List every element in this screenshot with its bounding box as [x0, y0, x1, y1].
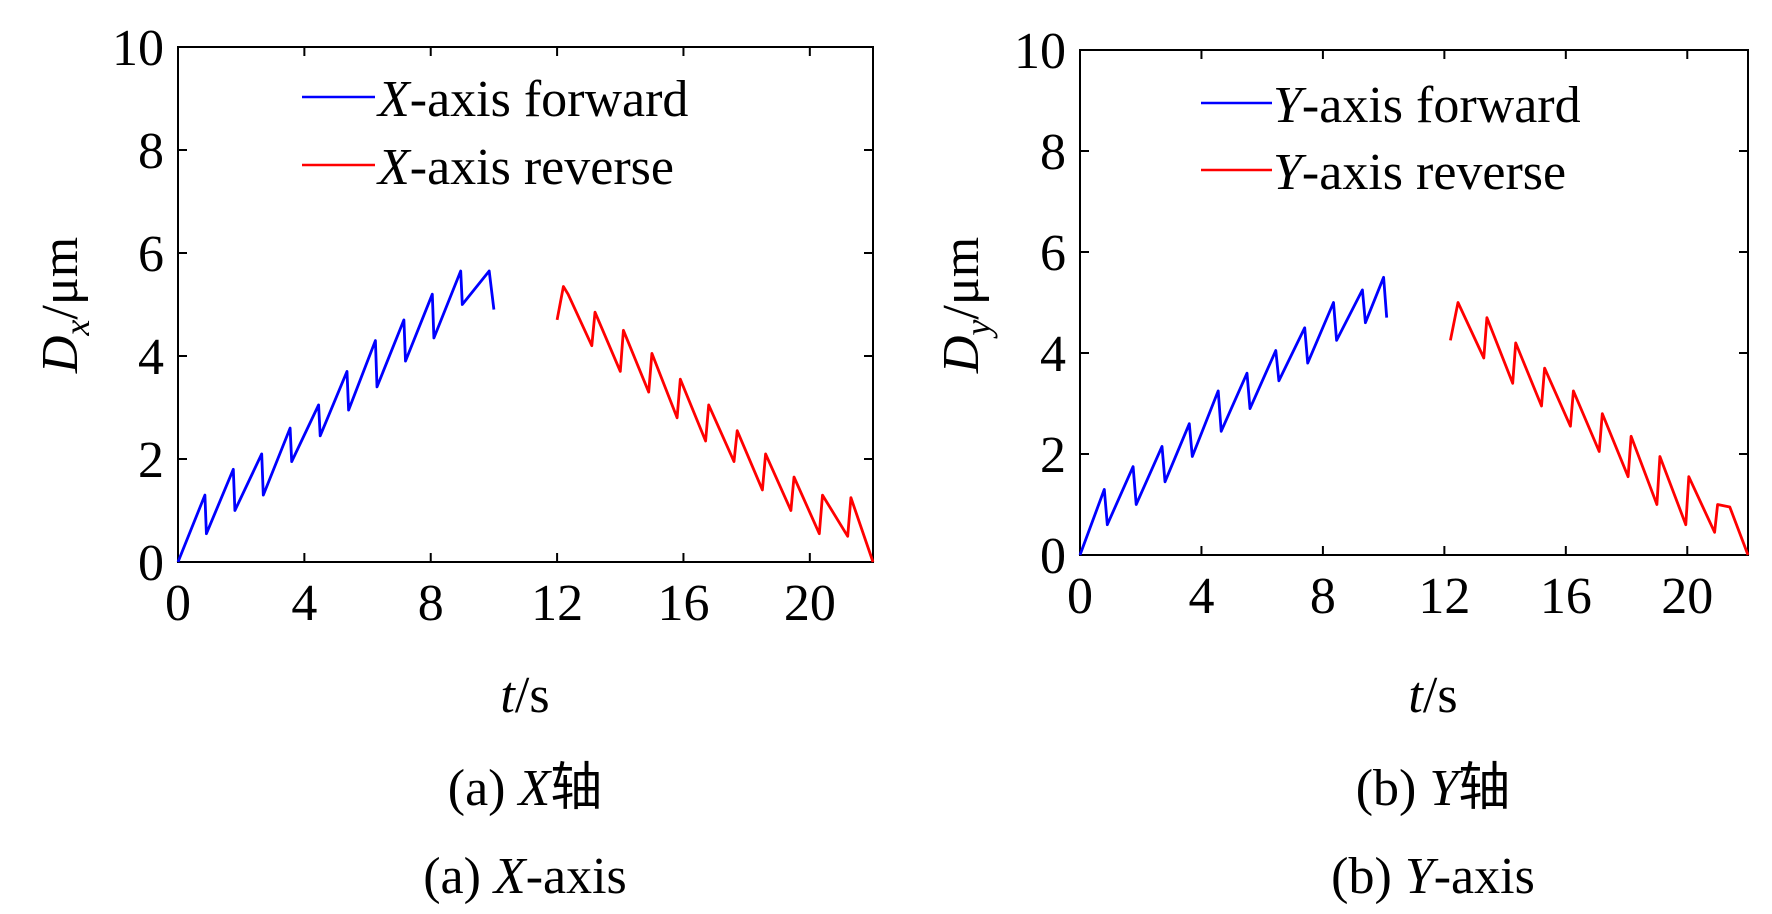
y-tick-labels: 0 2 4 6 8 10 — [1014, 23, 1066, 585]
data-lines — [1078, 275, 1750, 556]
y-tick-label: 4 — [138, 329, 164, 386]
x-tick-label: 4 — [291, 575, 317, 632]
y-tick-label: 8 — [1040, 124, 1066, 181]
plot-frame — [1079, 49, 1749, 556]
y-label-unit: /μm — [933, 237, 990, 320]
x-label-unit: /s — [1423, 667, 1458, 724]
x-tick-labels: 0 4 8 12 16 20 — [1067, 568, 1713, 625]
caption-en: (b) Y-axis — [1331, 848, 1535, 905]
x-tick-label: 0 — [165, 575, 191, 632]
y-tick-label: 10 — [112, 20, 164, 77]
caption-cn: (a) X轴 — [448, 760, 603, 817]
x-tick-label: 4 — [1188, 568, 1214, 625]
x-tick-label: 16 — [1540, 568, 1592, 625]
legend: Y-axis forward Y-axis reverse — [1201, 77, 1581, 201]
x-tick-label: 12 — [1418, 568, 1470, 625]
x-tick-label: 20 — [1661, 568, 1713, 625]
chart-panel-x-axis: 0 2 4 6 8 10 0 4 8 12 16 20 Dx/μm t/s X-axis forwa… — [32, 20, 875, 905]
series-line-forward — [1078, 275, 1389, 556]
y-tick-label: 6 — [138, 226, 164, 283]
legend: X-axis forward X-axis reverse — [302, 71, 688, 196]
y-label-unit: /μm — [32, 237, 89, 320]
x-axis-label: t/s — [1408, 667, 1457, 724]
y-tick-label: 8 — [138, 123, 164, 180]
y-label-sub: x — [57, 320, 97, 337]
y-tick-label: 10 — [1014, 23, 1066, 80]
y-label-sub: y — [958, 320, 998, 339]
x-tick-label: 0 — [1067, 568, 1093, 625]
x-axis-label: t/s — [500, 667, 549, 724]
x-tick-label: 8 — [1310, 568, 1336, 625]
x-tick-label: 20 — [784, 575, 836, 632]
legend-label-forward: Y-axis forward — [1273, 77, 1581, 134]
y-axis-label: Dy/μm — [933, 237, 998, 374]
y-tick-label: 0 — [138, 535, 164, 592]
tick-marks — [1079, 49, 1748, 556]
caption-cn: (b) Y轴 — [1356, 760, 1511, 817]
y-tick-label: 6 — [1040, 225, 1066, 282]
legend-label-reverse: X-axis reverse — [376, 139, 674, 196]
y-label-main: D — [933, 336, 990, 375]
x-label-main: t — [1408, 667, 1424, 724]
y-tick-label: 2 — [138, 432, 164, 489]
y-tick-label: 2 — [1040, 427, 1066, 484]
data-lines — [176, 269, 875, 563]
chart-panel-y-axis: 0 2 4 6 8 10 0 4 8 12 16 20 Dy/μm t/s Y-axis forwa… — [933, 23, 1750, 905]
y-tick-label: 0 — [1040, 528, 1066, 585]
legend-label-forward: X-axis forward — [376, 71, 688, 128]
series-line-forward — [176, 269, 496, 563]
y-label-main: D — [32, 336, 89, 375]
x-tick-label: 12 — [531, 575, 583, 632]
series-line-reverse — [1449, 301, 1750, 556]
x-tick-labels: 0 4 8 12 16 20 — [165, 575, 836, 632]
x-tick-label: 16 — [657, 575, 709, 632]
y-tick-label: 4 — [1040, 326, 1066, 383]
y-axis-label: Dx/μm — [32, 237, 97, 374]
x-label-unit: /s — [515, 667, 550, 724]
x-label-main: t — [500, 667, 516, 724]
series-line-reverse — [555, 285, 875, 563]
caption-en: (a) X-axis — [423, 848, 627, 905]
y-tick-labels: 0 2 4 6 8 10 — [112, 20, 164, 592]
x-tick-label: 8 — [418, 575, 444, 632]
plot-frame — [177, 46, 874, 563]
legend-label-reverse: Y-axis reverse — [1273, 144, 1566, 201]
